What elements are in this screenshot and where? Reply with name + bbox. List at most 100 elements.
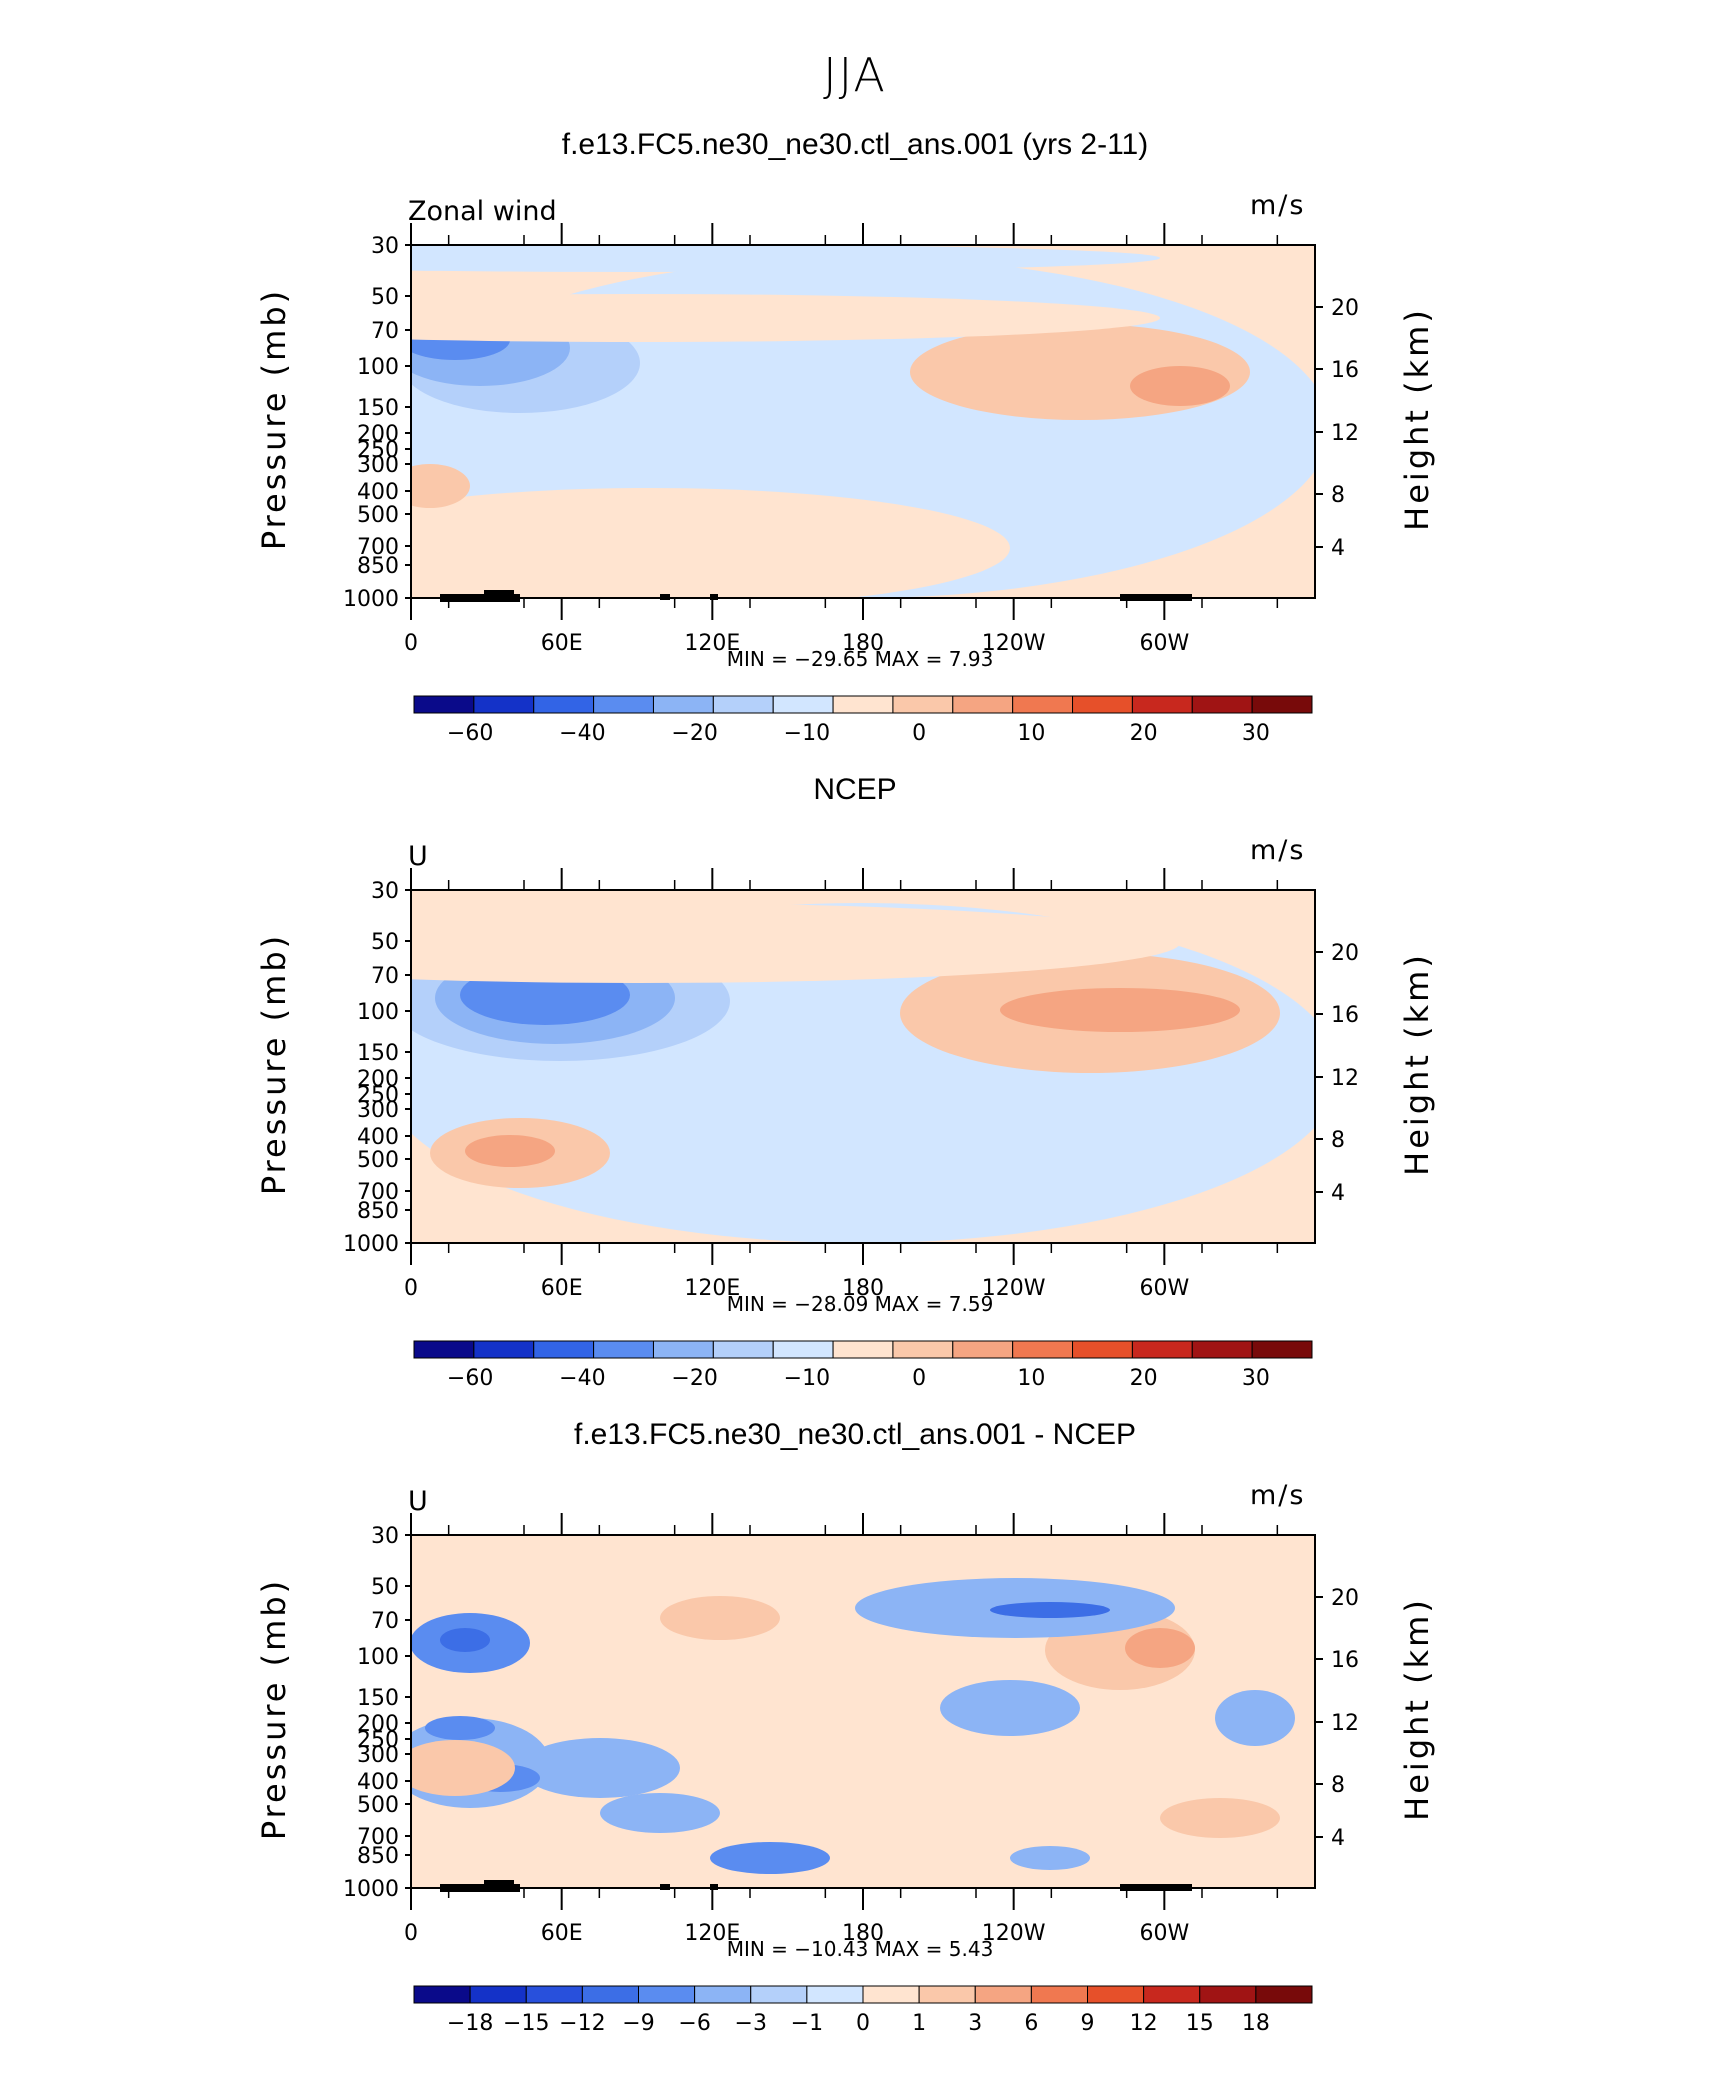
colorbar-swatch	[1072, 1340, 1133, 1359]
colorbar-label: 30	[1242, 1366, 1270, 1391]
height-tick-label: 12	[1331, 1066, 1359, 1091]
x-tick-label: 60E	[541, 1276, 583, 1301]
colorbar-swatch	[918, 1985, 976, 2004]
colorbar-label: 9	[1081, 2011, 1095, 2036]
colorbar-swatch	[952, 695, 1014, 714]
panel-title: f.e13.FC5.ne30_ne30.ctl_ans.001 (yrs 2-1…	[561, 128, 1149, 161]
contour-region	[1000, 988, 1240, 1032]
contour-region	[465, 1135, 555, 1167]
height-tick-label: 12	[1331, 421, 1359, 446]
colorbar-swatch	[473, 1340, 535, 1359]
height-tick-label: 16	[1331, 358, 1359, 383]
contour-field	[411, 245, 1315, 598]
contour-field	[411, 890, 1315, 1243]
pressure-tick-label: 500	[357, 1793, 399, 1818]
pressure-tick-label: 400	[357, 1125, 399, 1150]
colorbar-label: −20	[671, 1366, 717, 1391]
colorbar-swatch	[1131, 695, 1193, 714]
colorbar-swatch	[413, 1340, 475, 1359]
colorbar-swatch	[1012, 695, 1074, 714]
colorbar-swatch	[712, 1340, 774, 1359]
height-tick-label: 4	[1331, 1181, 1345, 1206]
pressure-tick-label: 300	[357, 1098, 399, 1123]
panel-difference: f.e13.FC5.ne30_ne30.ctl_ans.001 - NCEP U…	[0, 1418, 1710, 2058]
x-tick-label: 120W	[982, 1276, 1046, 1301]
x-tick-label: 180	[842, 1276, 884, 1301]
x-tick-label: 60W	[1139, 1921, 1189, 1946]
colorbar-swatch	[1131, 1340, 1193, 1359]
y-axis-label-right: Height (km)	[1398, 307, 1436, 531]
pressure-tick-label: 1000	[343, 1877, 399, 1902]
x-tick-label: 120W	[982, 1921, 1046, 1946]
pressure-tick-label: 70	[371, 319, 399, 344]
colorbar-swatch	[638, 1985, 696, 2004]
colorbar-swatch	[652, 695, 714, 714]
colorbar-swatch	[473, 695, 535, 714]
contour-region	[990, 1773, 1070, 1803]
pressure-tick-label: 850	[357, 1199, 399, 1224]
height-tick-label: 16	[1331, 1003, 1359, 1028]
colorbar-swatch	[652, 1340, 714, 1359]
colorbar-label: −18	[447, 2011, 493, 2036]
pressure-tick-label: 30	[371, 1524, 399, 1549]
colorbar-swatch	[952, 1340, 1014, 1359]
pressure-tick-label: 200	[357, 1067, 399, 1092]
pressure-tick-label: 150	[357, 396, 399, 421]
colorbar-label: −10	[784, 1366, 830, 1391]
pressure-tick-label: 30	[371, 234, 399, 259]
contour-region	[411, 294, 1160, 342]
pressure-tick-label: 400	[357, 1770, 399, 1795]
x-tick-label: 0	[404, 1276, 418, 1301]
colorbar-swatch	[892, 695, 954, 714]
variable-label: U	[408, 841, 428, 872]
height-tick-label: 8	[1331, 1773, 1345, 1798]
colorbar-label: −1	[791, 2011, 823, 2036]
contour-region	[411, 1740, 515, 1796]
colorbar-label: −15	[503, 2011, 549, 2036]
contour-region	[1160, 1798, 1280, 1838]
variable-label: Zonal wind	[408, 196, 557, 227]
height-tick-label: 8	[1331, 483, 1345, 508]
colorbar-swatch	[1143, 1985, 1201, 2004]
colorbar-swatch	[712, 695, 774, 714]
contour-region	[600, 1793, 720, 1833]
colorbar-label: 10	[1017, 1366, 1045, 1391]
colorbar-swatch	[1072, 695, 1133, 714]
pressure-tick-label: 250	[357, 1728, 399, 1753]
contour-region	[411, 488, 1010, 598]
x-tick-label: 180	[842, 1921, 884, 1946]
contour-region	[520, 1738, 680, 1798]
colorbar-label: 20	[1130, 1366, 1158, 1391]
colorbar-swatch	[772, 695, 834, 714]
topography	[484, 590, 514, 602]
pressure-tick-label: 850	[357, 1844, 399, 1869]
pressure-tick-label: 200	[357, 422, 399, 447]
chart-svg: 3050701001502002503004005007008501000201…	[255, 1513, 1436, 2036]
colorbar-label: −3	[735, 2011, 767, 2036]
topography	[484, 1880, 514, 1892]
colorbar-swatch	[1030, 1985, 1088, 2004]
x-tick-label: 120E	[684, 631, 740, 656]
colorbar-swatch	[750, 1985, 808, 2004]
panel-ncep: NCEP U m/s 30 50 70 100 150 200 250 300 400 500 70…	[0, 773, 1710, 1413]
chart-svg: 3050701001502002503004005007008501000201…	[255, 223, 1436, 746]
colorbar-swatch	[1087, 1985, 1145, 2004]
x-tick-label: 60W	[1139, 1276, 1189, 1301]
variable-label: U	[408, 1486, 428, 1517]
colorbar-label: −40	[559, 721, 605, 746]
colorbar-swatch	[1251, 695, 1313, 714]
pressure-tick-label: 500	[357, 503, 399, 528]
colorbar-swatch	[694, 1985, 752, 2004]
pressure-tick-label: 200	[357, 1712, 399, 1737]
x-tick-label: 0	[404, 1921, 418, 1946]
colorbar-label: 1	[912, 2011, 926, 2036]
colorbar-swatch	[525, 1985, 583, 2004]
x-tick-label: 60E	[541, 631, 583, 656]
contour-region	[411, 903, 1180, 983]
colorbar-swatch	[832, 1340, 894, 1359]
y-axis-label-right: Height (km)	[1398, 1597, 1436, 1821]
colorbar-swatch	[593, 1340, 654, 1359]
contour-region	[660, 1596, 780, 1640]
pressure-tick-label: 700	[357, 1825, 399, 1850]
